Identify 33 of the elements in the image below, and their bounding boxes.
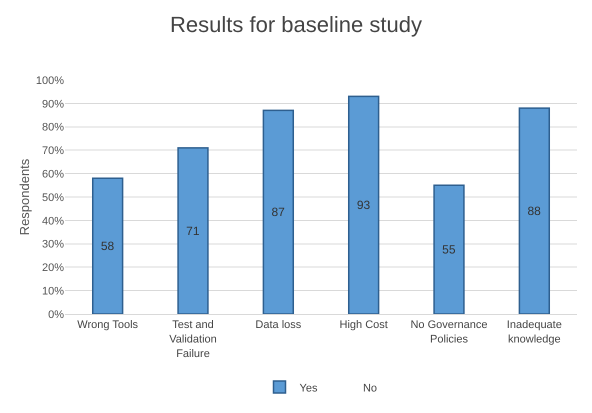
data-label: 58 <box>100 239 114 254</box>
y-tick-label: 90% <box>42 98 64 110</box>
data-label: 88 <box>528 204 542 218</box>
x-tick-label: No Governance Policies <box>410 319 488 346</box>
data-label: 55 <box>442 242 456 257</box>
bar <box>348 96 380 314</box>
x-tick-label: High Cost <box>340 319 388 332</box>
data-label: 93 <box>356 198 370 212</box>
y-tick-label: 60% <box>42 168 64 180</box>
x-tick-label: Test and Validation Failure <box>169 319 217 360</box>
y-tick-label: 70% <box>42 145 64 158</box>
bar <box>518 107 550 314</box>
bar <box>262 110 294 314</box>
x-tick-label: Data loss <box>255 319 302 332</box>
bar <box>177 147 209 314</box>
y-tick-label: 100% <box>36 74 64 87</box>
y-tick-label: 10% <box>42 285 64 298</box>
y-tick-label: 80% <box>42 122 64 134</box>
chart-title: Results for baseline study <box>170 12 422 37</box>
data-label: 87 <box>272 205 286 220</box>
y-tick-label: 20% <box>42 262 64 274</box>
y-tick-label: 50% <box>42 192 64 204</box>
data-label: 71 <box>186 224 200 238</box>
legend-label: Yes <box>300 382 318 394</box>
text: No <box>362 382 378 394</box>
bar <box>92 178 124 314</box>
y-axis-title: Respondents <box>17 158 32 236</box>
y-tick-label: 30% <box>42 238 64 251</box>
x-tick-label: Wrong Tools <box>77 319 139 332</box>
y-tick-label: 0% <box>48 308 64 321</box>
x-tick-label: Inadequate knowledge <box>506 319 562 346</box>
y-tick-label: 40% <box>42 215 64 228</box>
bar <box>433 184 465 314</box>
